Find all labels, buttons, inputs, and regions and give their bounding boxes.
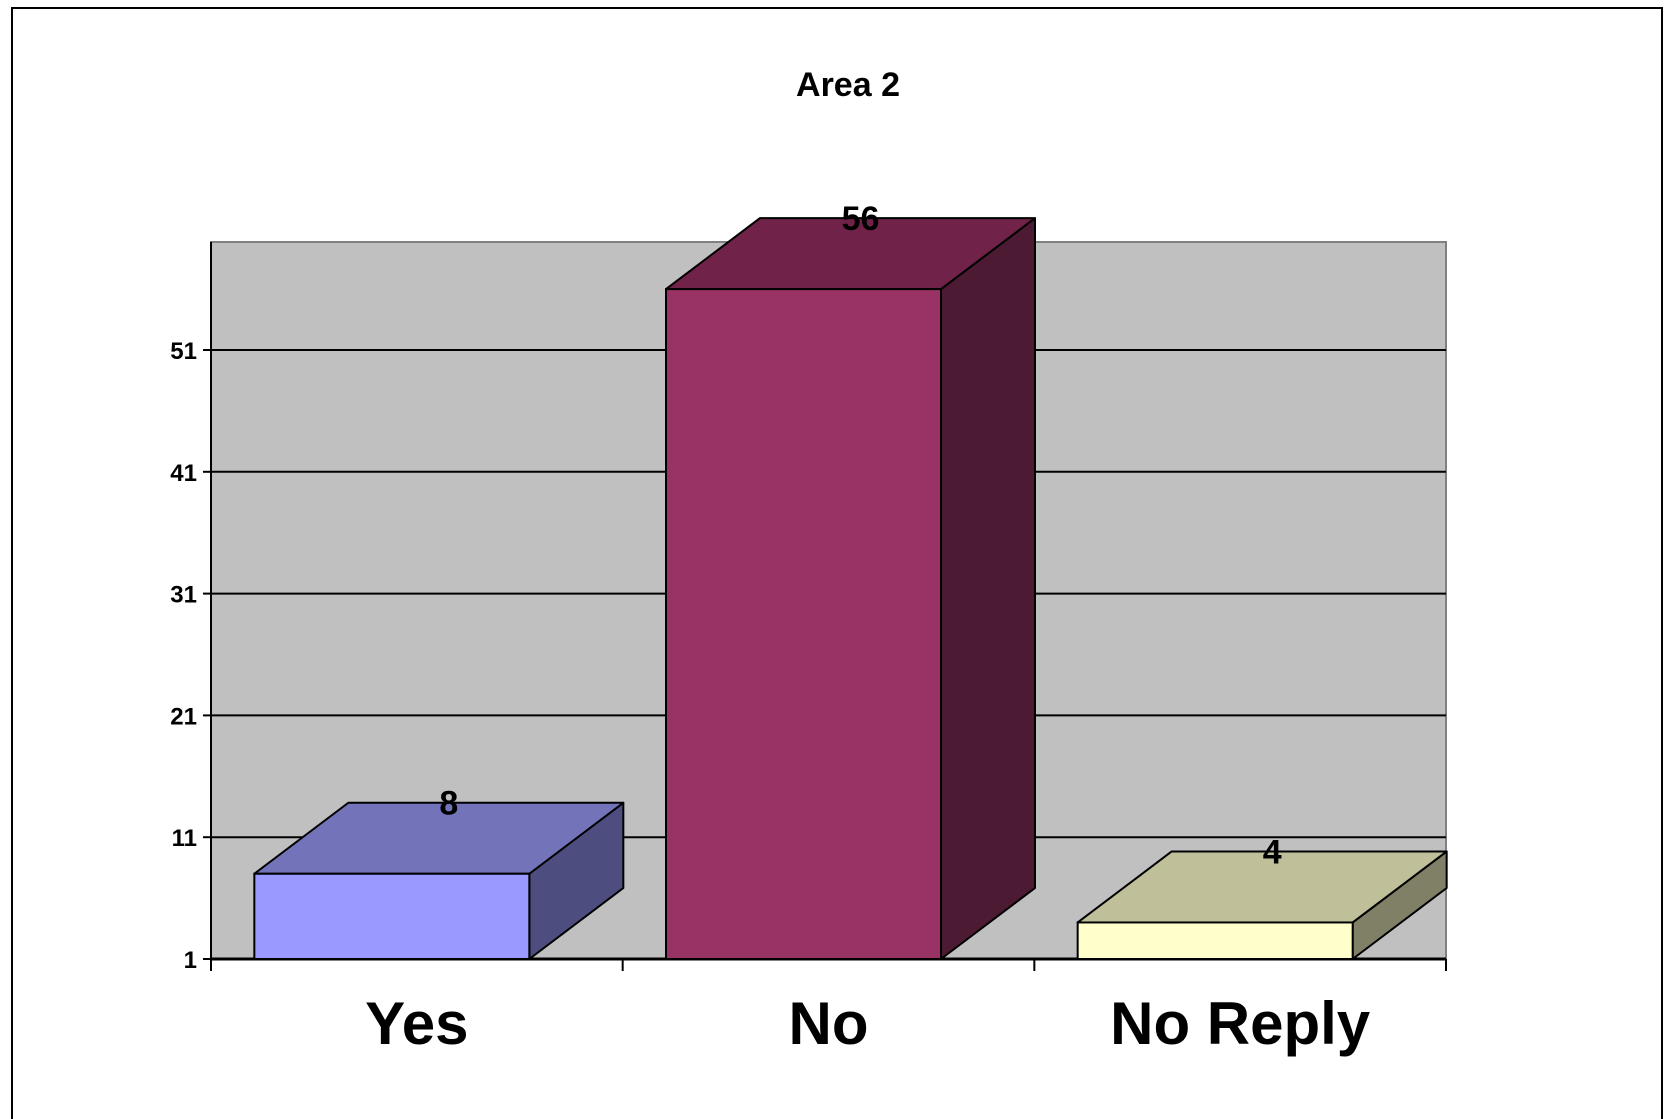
y-tick-label: 21 xyxy=(170,703,197,730)
bar-no xyxy=(665,217,1036,961)
x-category-label: Yes xyxy=(365,990,468,1057)
data-label: 4 xyxy=(1263,833,1282,871)
chart-title: Area 2 xyxy=(796,66,900,104)
y-tick-label: 51 xyxy=(170,338,197,365)
bar-front-face xyxy=(665,288,942,961)
bar-front-face xyxy=(253,872,531,960)
y-tick-label: 31 xyxy=(170,582,197,609)
y-tick-label: 11 xyxy=(172,825,197,852)
x-category-label: No xyxy=(789,990,869,1057)
labels: 8 Yes 56 No 4 No Reply xyxy=(365,200,1371,1057)
bar-front-face xyxy=(1076,921,1354,961)
x-category-label: No Reply xyxy=(1110,990,1371,1057)
data-label: 56 xyxy=(842,200,880,238)
bar-side-face xyxy=(940,217,1036,960)
bars xyxy=(253,217,1448,961)
y-tick-label: 1 xyxy=(184,947,197,974)
bar-no-reply xyxy=(1076,850,1448,961)
bar-yes xyxy=(253,801,625,960)
data-label: 8 xyxy=(439,785,458,823)
y-tick-label: 41 xyxy=(170,460,197,487)
